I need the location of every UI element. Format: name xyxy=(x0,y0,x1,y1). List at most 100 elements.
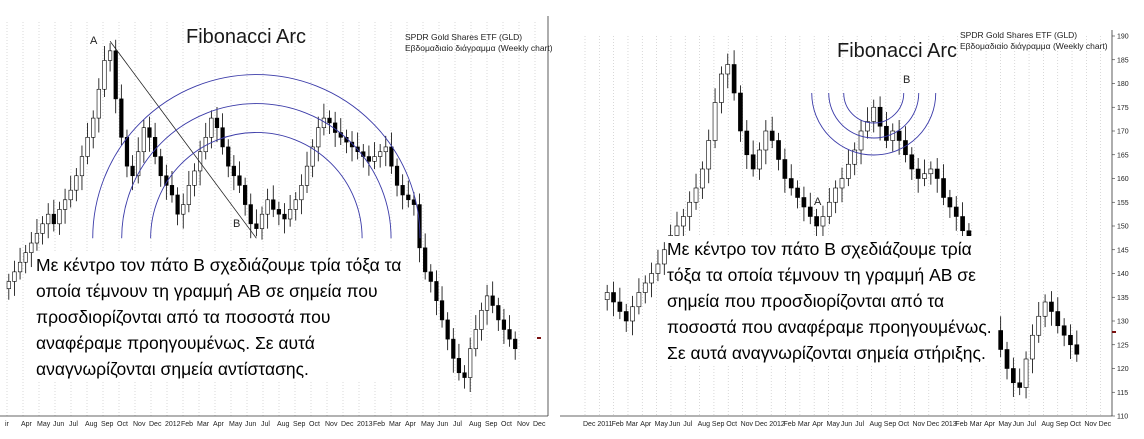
left-candle-body xyxy=(316,127,321,148)
right-y-tick-label: 165 xyxy=(1117,152,1129,159)
left-x-tick-label: Jul xyxy=(69,421,78,428)
right-x-tick-label: Feb xyxy=(612,421,624,428)
left-candle-body xyxy=(310,146,315,167)
right-x-tick-label: Jun xyxy=(1013,421,1024,428)
right-candle-body xyxy=(795,187,800,198)
left-note-line-2: οποία τέμνουν τη γραμμή AB σε σημεία που xyxy=(36,281,378,301)
left-candle-body xyxy=(12,271,17,282)
left-x-tick-label: Oct xyxy=(309,421,320,428)
left-x-tick-label: Jul xyxy=(453,421,462,428)
right-candle-body xyxy=(706,140,712,170)
right-candle-body xyxy=(826,201,832,217)
right-candle-body xyxy=(934,168,940,179)
right-candle-body xyxy=(738,92,743,132)
right-candle-body xyxy=(884,125,889,141)
left-candle-body xyxy=(434,281,439,301)
right-candle-body xyxy=(807,206,813,217)
right-fibonacci-arc xyxy=(828,92,920,139)
right-candle-body xyxy=(763,130,769,151)
left-candle-body xyxy=(40,223,45,234)
right-x-tick-label: Dec xyxy=(583,421,596,428)
left-candle-body xyxy=(254,223,259,229)
right-source-line1: SPDR Gold Shares ETF (GLD) xyxy=(960,30,1078,40)
left-candle-body xyxy=(214,117,220,129)
left-candle-body xyxy=(293,199,298,210)
left-candle-body xyxy=(428,271,433,282)
right-candle-body xyxy=(871,106,877,122)
left-note-line-5: αναγνωρίζονται σημεία αντίστασης. xyxy=(36,359,309,379)
left-candle-body xyxy=(243,185,248,205)
right-y-tick-label: 160 xyxy=(1117,176,1129,183)
left-x-tick-label: Apr xyxy=(405,421,417,428)
right-fibonacci-arc xyxy=(811,92,937,156)
right-candle-body xyxy=(1023,358,1029,388)
left-note-line-3: προσδιορίζονται από τα ποσοστά που xyxy=(36,307,331,327)
left-note-line-1: Με κέντρο τον πάτο B σχεδιάζουμε τρία τό… xyxy=(36,255,402,275)
right-y-tick-label: 190 xyxy=(1117,34,1129,41)
left-x-tick-label: Aug xyxy=(277,421,290,428)
right-x-tick-label: 2012 xyxy=(769,421,785,428)
left-candle-body xyxy=(237,175,242,186)
right-price-tag xyxy=(1112,331,1116,333)
left-x-tick-label: Dec xyxy=(533,421,546,428)
left-candle-body xyxy=(501,319,507,330)
right-candle-body xyxy=(998,330,1003,350)
right-candle-body xyxy=(769,130,775,141)
left-candle-body xyxy=(484,295,490,311)
left-candle-body xyxy=(389,146,394,167)
left-candle-body xyxy=(456,358,462,374)
right-candle-body xyxy=(788,178,794,189)
left-candle-body xyxy=(400,185,405,196)
left-source-line1: SPDR Gold Shares ETF (GLD) xyxy=(405,32,523,42)
right-candle-body xyxy=(1036,315,1042,336)
left-candle-body xyxy=(141,127,146,153)
panel-divider xyxy=(553,0,559,439)
right-note-line-3: σημεία που προσδιορίζονται από τα xyxy=(667,291,945,311)
right-x-tick-label: Apr xyxy=(640,421,652,428)
left-candle-body xyxy=(473,329,478,350)
right-candle-body xyxy=(731,64,737,94)
right-candle-body xyxy=(915,168,921,179)
right-chart-panel: Dec 2011 Feb Mar Apr May Jun Jul Aug Sep Oct Nov Dec… xyxy=(560,0,1144,439)
left-x-tick-label: Sep xyxy=(293,421,306,428)
right-x-tick-label: 2011 xyxy=(597,421,612,428)
right-candle-body xyxy=(922,173,927,179)
left-x-tick-label: Apr xyxy=(213,421,225,428)
left-x-tick-label: Jun xyxy=(437,421,448,428)
right-candle-body xyxy=(1055,311,1061,327)
left-x-tick-label: Feb xyxy=(373,421,385,428)
left-x-tick-label: Dec xyxy=(149,421,162,428)
left-candle-body xyxy=(366,156,372,162)
right-candle-body xyxy=(719,73,724,103)
right-x-tick-label: Sep xyxy=(1056,421,1069,428)
right-candle-body xyxy=(814,216,819,227)
left-candle-body xyxy=(17,261,23,273)
right-candle-body xyxy=(928,168,934,175)
left-candle-body xyxy=(6,281,11,289)
right-candle-body xyxy=(611,292,616,303)
right-y-tick-label: 115 xyxy=(1117,390,1128,397)
left-candle-body xyxy=(490,295,495,306)
left-candle-body xyxy=(130,165,135,177)
left-note-line-4: αναφέραμε προηγουμένως. Σε αυτά xyxy=(36,333,315,353)
right-candle-body xyxy=(1049,301,1054,312)
left-candle-body xyxy=(198,151,203,172)
right-candle-body xyxy=(674,225,680,236)
right-y-tick-label: 125 xyxy=(1117,342,1129,349)
right-candle-body xyxy=(947,197,953,208)
right-candle-body xyxy=(750,154,756,170)
left-candle-body xyxy=(186,185,191,205)
right-candle-body xyxy=(953,206,959,217)
left-chart-title: Fibonacci Arc xyxy=(186,26,307,48)
right-candle-body xyxy=(890,130,896,141)
right-y-tick-label: 110 xyxy=(1117,414,1128,421)
left-candle-body xyxy=(51,213,56,225)
left-candle-body xyxy=(46,213,51,225)
right-candle-body xyxy=(1061,325,1067,336)
left-fibonacci-arc xyxy=(150,132,363,239)
right-candle-body xyxy=(649,273,654,284)
left-candle-body xyxy=(85,137,90,157)
right-x-tick-label: 2013 xyxy=(941,421,957,428)
left-price-tag xyxy=(537,337,541,339)
left-fibonacci-arc xyxy=(121,103,392,239)
